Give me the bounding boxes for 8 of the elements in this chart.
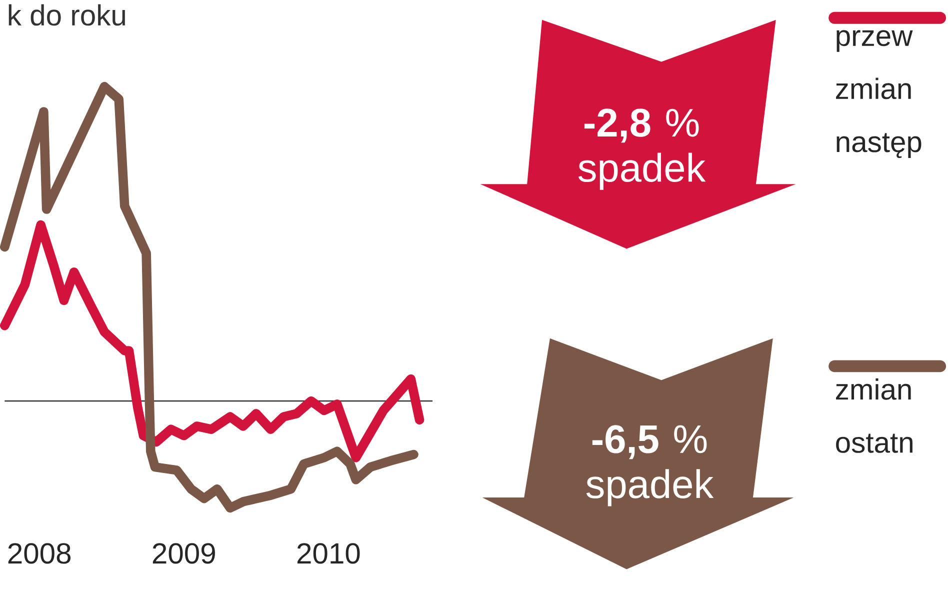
text: -2,8 % spadek bbox=[578, 108, 706, 190]
legend-label: przew zmian następ bbox=[836, 30, 922, 158]
text: -6,5 % spadek bbox=[586, 425, 714, 506]
legend-label: zmian ostatn bbox=[836, 378, 912, 453]
x-tick-label: 2010 bbox=[297, 543, 360, 564]
chart-title: k do roku bbox=[8, 4, 125, 26]
x-tick-label: 2009 bbox=[152, 543, 215, 564]
x-tick-label: 2008 bbox=[8, 543, 71, 564]
